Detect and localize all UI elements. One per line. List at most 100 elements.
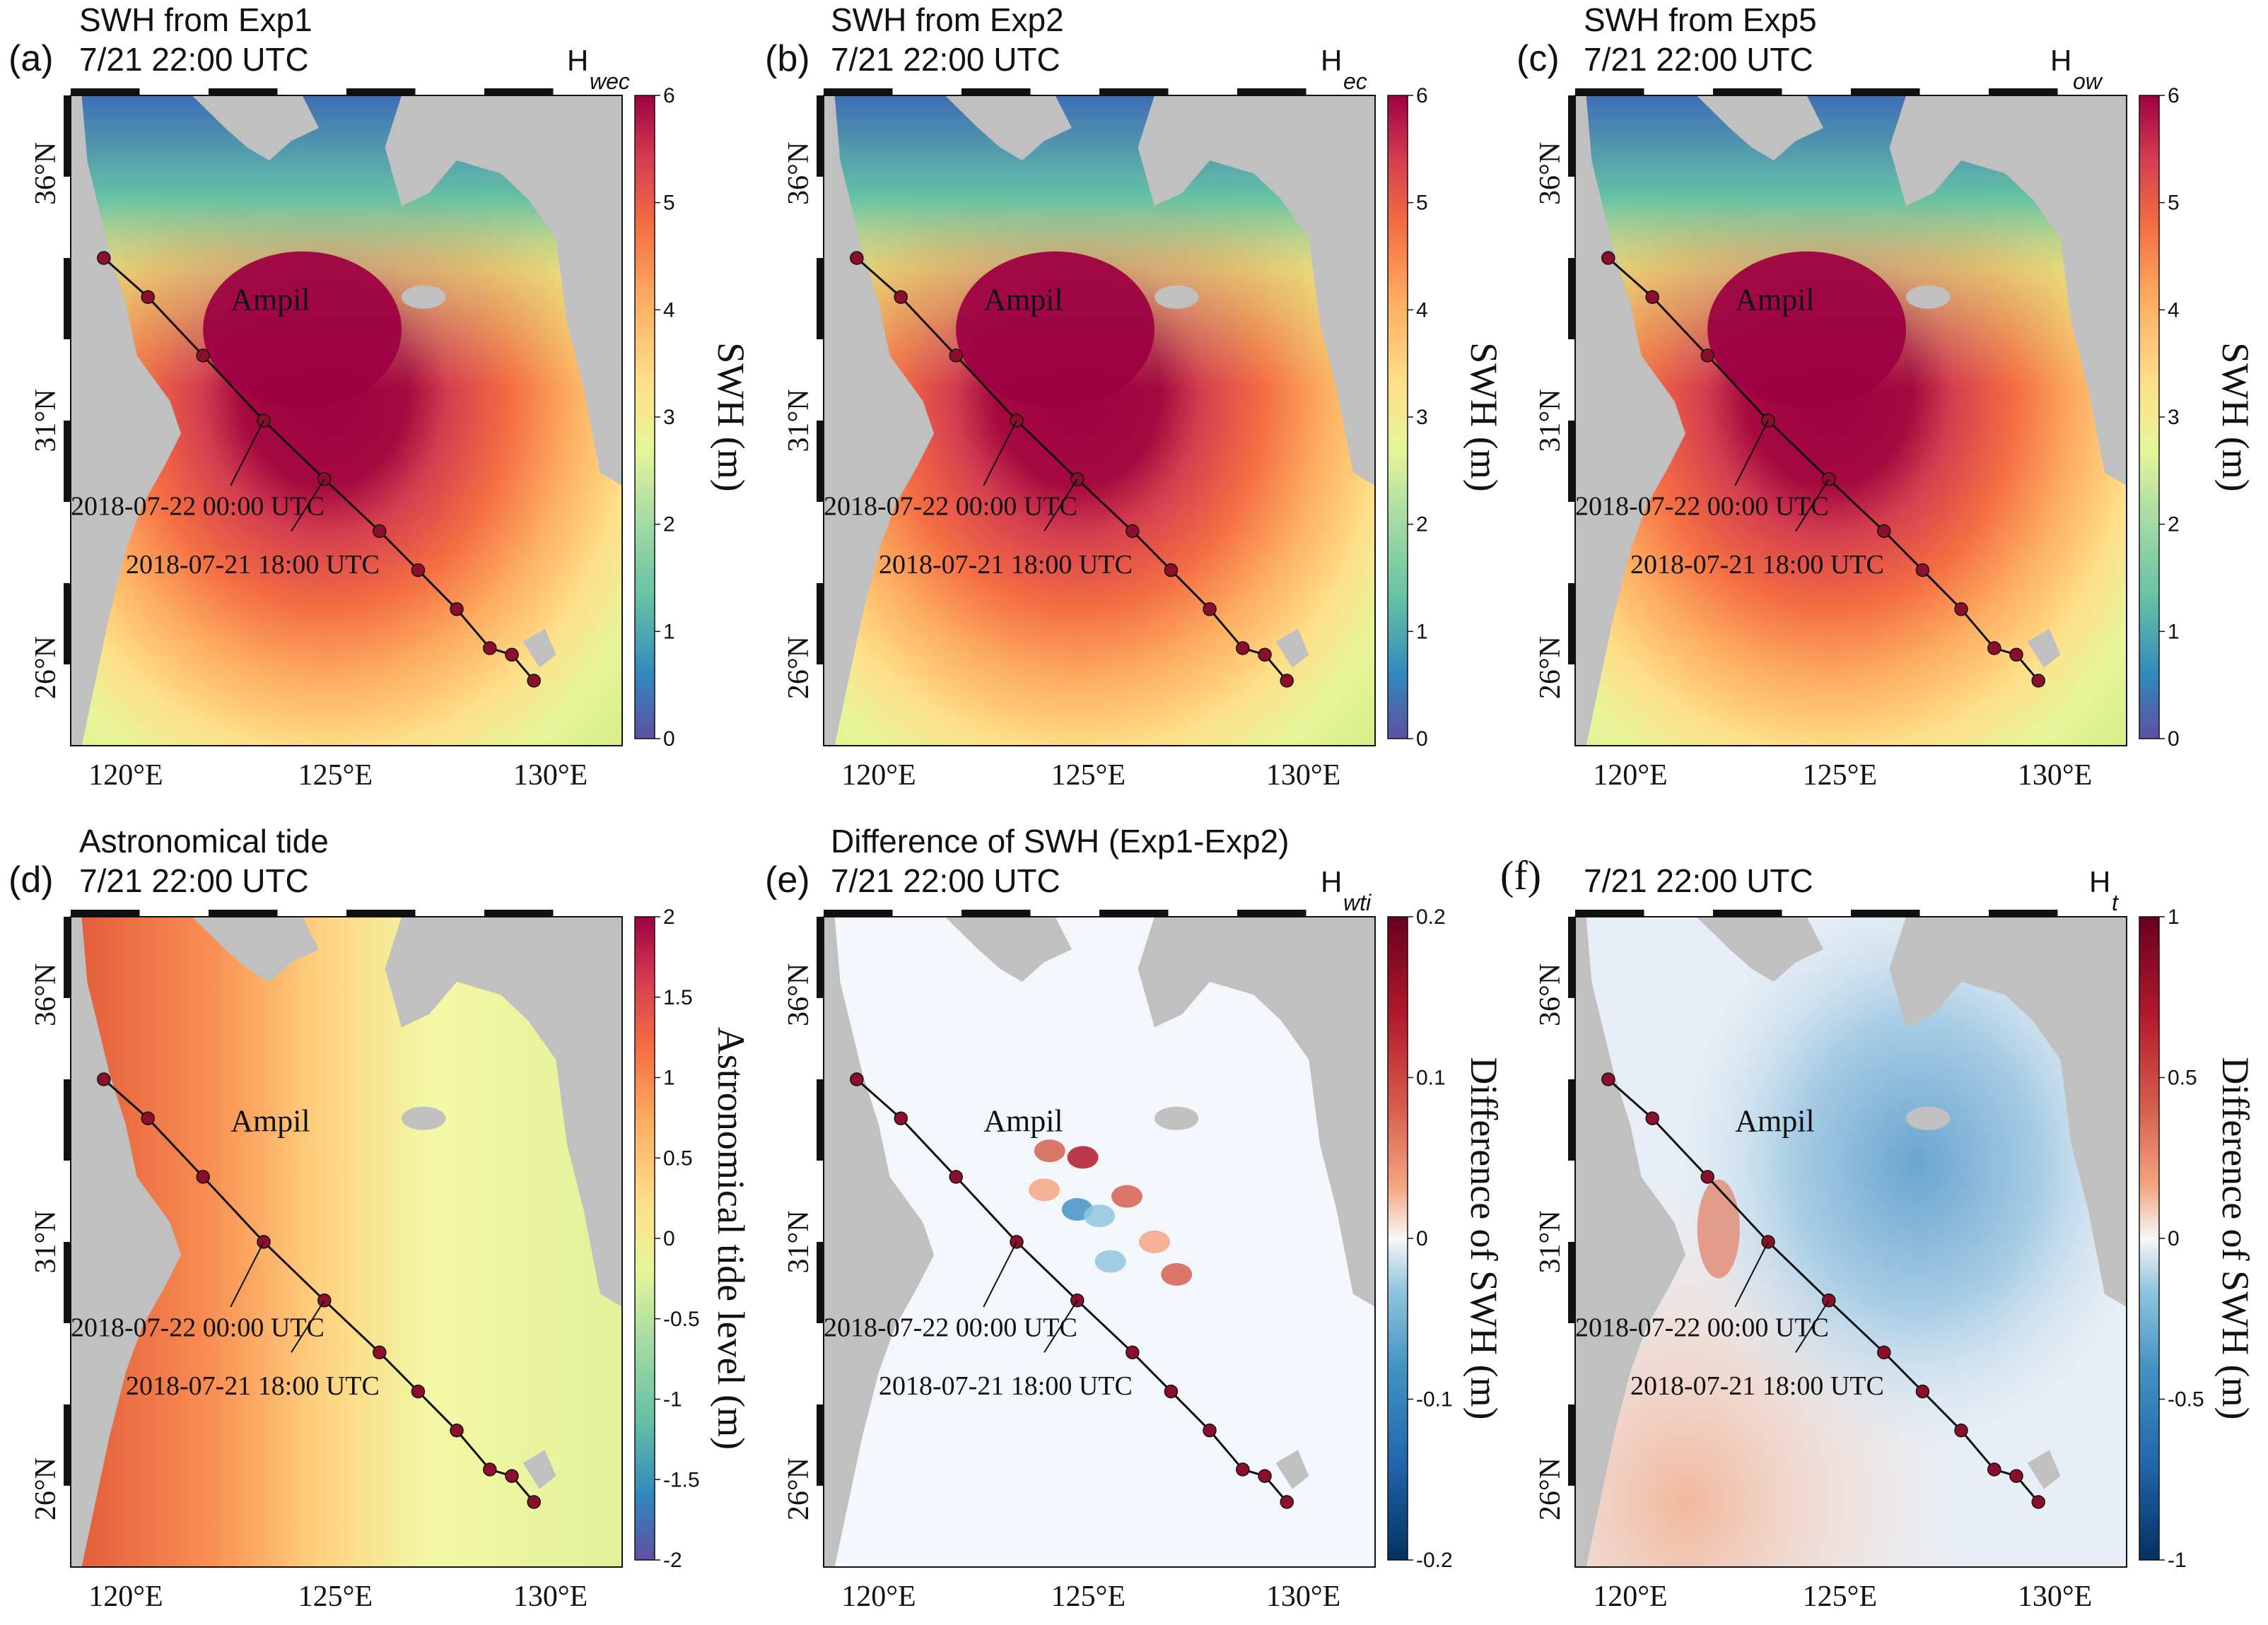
colorbar-tick-label: 0 [1416,727,1428,751]
panel-d-title: Astronomical tide [79,823,329,860]
panel-c-time: 7/21 22:00 UTC [1584,41,1813,78]
land-area [1138,917,1375,1307]
track-marker [450,602,464,616]
storm-name: Ampil [230,283,310,317]
border-bar [817,583,824,664]
colorbar-tick-label: -1 [663,1388,682,1412]
panel-f-letter: (f) [1500,852,1541,898]
border-bar [961,88,1031,95]
colorbar [1387,95,1408,739]
colorbar-tick-label: 4 [663,298,675,322]
track-label-1800: 2018-07-21 18:00 UTC [879,1371,1133,1401]
colorbar-tick-label: 0 [1416,1227,1428,1250]
track-marker [1601,251,1615,265]
panel-c: Ampil 2018-07-22 00:00 UTC 2018-07-21 18:0… [1534,84,2257,792]
colorbar-tick-label: 2 [663,905,675,929]
storm-name: Ampil [1735,1104,1814,1139]
track-marker [1987,1462,2001,1477]
track-label-0000: 2018-07-22 00:00 UTC [1575,491,1829,521]
colorbar-tick-label: 1 [2168,620,2180,643]
border-bar [1713,910,1782,917]
lat-tick-label: 26°N [1534,1457,1567,1520]
colorbar-tick-label: 0 [663,727,675,751]
land-area [522,1450,556,1489]
panel-e: Ampil 2018-07-22 00:00 UTC 2018-07-21 18:0… [783,905,1505,1613]
track-marker [1236,641,1250,655]
track-marker [373,524,387,539]
border-bar [1568,1242,1575,1323]
leader-line [291,479,325,532]
lat-tick-label: 31°N [30,389,62,452]
track-marker [1126,1345,1140,1360]
colorbar-tick-label: 6 [663,84,675,107]
colorbar-tick-label: -0.5 [663,1308,700,1331]
diff-anomaly [1139,1231,1170,1253]
storm-name: Ampil [983,283,1063,317]
panel-f: Ampil 2018-07-22 00:00 UTC 2018-07-21 18:0… [1534,905,2257,1613]
track-marker [196,1170,210,1184]
track-marker [1915,1384,1930,1399]
lon-tick-label: 120°E [1593,1580,1667,1613]
land-area [385,917,622,1307]
border-bar [64,1079,71,1161]
lon-tick-label: 125°E [1803,1580,1877,1613]
panel-f-symbol-sub: t [2112,890,2119,915]
border-bar [817,1242,824,1323]
track-marker [1700,348,1714,363]
lat-tick-label: 36°N [783,963,815,1026]
panel-e-symbol-sub: wti [1343,890,1372,915]
track-marker [1236,1462,1250,1477]
track-marker [949,348,963,363]
land-area [1275,1450,1309,1489]
track-label-1800: 2018-07-21 18:00 UTC [879,550,1133,580]
border-bar [1568,583,1575,664]
colorbar-tick-label: 1.5 [663,986,693,1009]
jeju-island [402,285,446,309]
lat-tick-label: 31°N [783,389,815,452]
leader-line [983,1241,1017,1308]
lon-tick-label: 120°E [88,1580,163,1613]
jeju-island [1155,1106,1199,1130]
track-marker [1258,1469,1272,1483]
track-label-0000: 2018-07-22 00:00 UTC [824,491,1077,521]
border-bar [1099,910,1169,917]
colorbar-tick-label: 0 [2168,1227,2180,1250]
lon-tick-label: 130°E [1266,759,1340,792]
border-bar [817,258,824,339]
track-marker [411,1384,426,1399]
track-label-1800: 2018-07-21 18:00 UTC [1630,1371,1884,1401]
panel-c-field [1575,95,2127,746]
panel-c-symbol-sub: ow [2073,69,2103,94]
track-marker [1164,1384,1179,1399]
diff-anomaly [1084,1204,1115,1228]
diff-anomaly [1094,1250,1126,1273]
colorbar-tick-label: 1 [1416,620,1428,643]
panel-a-symbol-sub: wec [590,69,630,94]
panel-a-field [71,95,622,746]
colorbar [634,95,655,739]
border-bar [1237,910,1307,917]
map-panels: Ampil 2018-07-22 00:00 UTC 2018-07-21 18:0… [30,84,2257,1613]
panel-e-letter: (e) [765,860,810,901]
storm-name: Ampil [983,1104,1063,1139]
track-label-1800: 2018-07-21 18:00 UTC [126,550,380,580]
lat-tick-label: 36°N [783,142,815,205]
land-area [1275,628,1309,668]
panel-titles: (a) SWH from Exp1 7/21 22:00 UTC H wec (… [8,1,2119,915]
track-marker [1203,1424,1217,1438]
panel-d: Ampil 2018-07-22 00:00 UTC 2018-07-21 18:0… [30,905,752,1613]
colorbar-tick-label: 0.5 [663,1146,693,1170]
colorbar-tick-label: 6 [1416,84,1428,107]
border-bar [209,910,278,917]
track-marker [141,290,155,304]
panel-b-symbol: H [1321,44,1342,77]
land-area [1889,917,2127,1307]
colorbar-label: Astronomical tide level (m) [710,1027,752,1450]
land-area [192,95,319,160]
track-marker [894,290,908,304]
lat-tick-label: 36°N [30,963,62,1026]
lon-tick-label: 120°E [88,759,163,792]
track-marker [1954,602,1968,616]
colorbar-tick-label: 1 [663,1067,675,1090]
colorbar-label: SWH (m) [710,342,752,491]
